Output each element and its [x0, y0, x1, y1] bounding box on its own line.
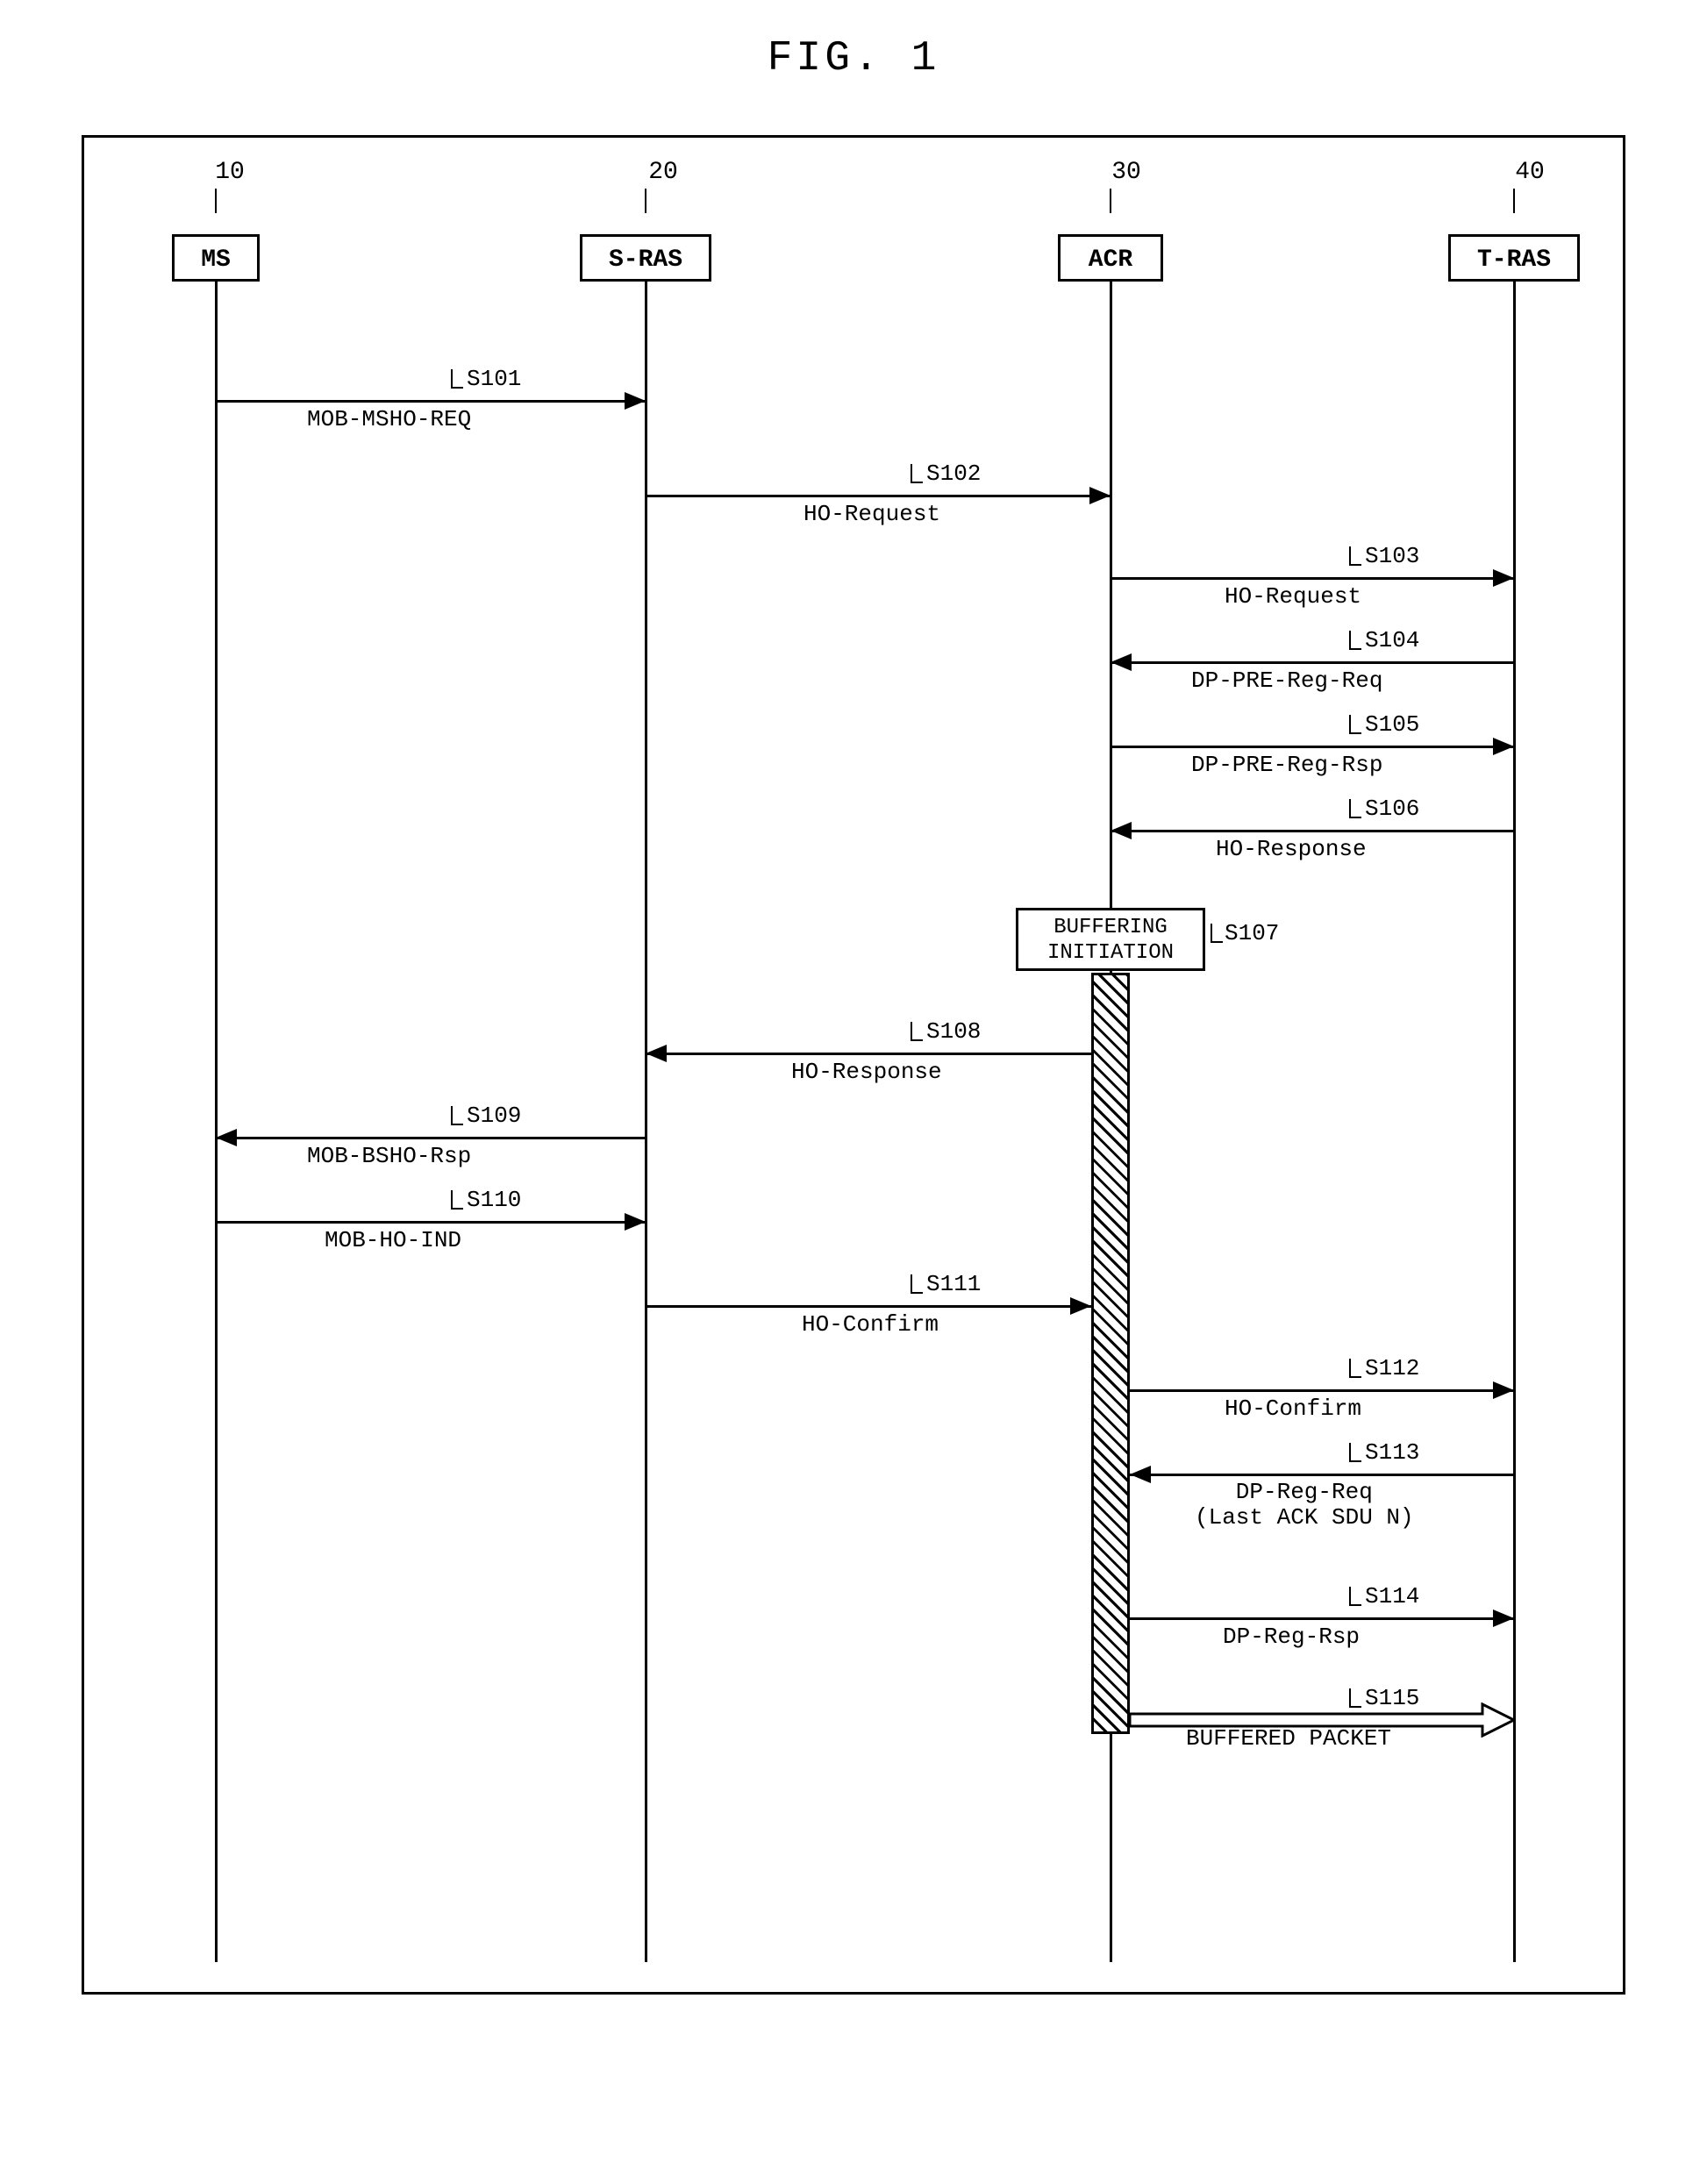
buffering-activation-bar	[1091, 973, 1130, 1734]
arrow-line-s105	[1111, 746, 1514, 748]
msg-label-s104: DP-PRE-Reg-Req	[1191, 667, 1382, 694]
step-label-s115: S115	[1365, 1685, 1419, 1711]
arrow-line-s109	[216, 1137, 646, 1139]
arrow-head-s109	[216, 1129, 237, 1146]
lifeline-sras	[645, 282, 647, 1962]
arrow-line-s101	[216, 400, 646, 403]
step-label-s113: S113	[1365, 1439, 1419, 1466]
msg-label-s110: MOB-HO-IND	[325, 1227, 461, 1253]
step-label-s111: S111	[926, 1271, 981, 1297]
hook-s115	[1349, 1688, 1361, 1708]
arrow-line-s103	[1111, 577, 1514, 580]
lifeline-header-ms: MS	[172, 234, 260, 282]
arrow-head-s111	[1070, 1297, 1091, 1315]
arrow-head-s106	[1111, 822, 1132, 839]
msg-label-s101: MOB-MSHO-REQ	[307, 406, 471, 432]
hook-s112	[1349, 1359, 1361, 1378]
msg-label-s106: HO-Response	[1216, 836, 1367, 862]
step-label-s101: S101	[467, 366, 521, 392]
arrow-head-s104	[1111, 653, 1132, 671]
sequence-diagram: 10 MS 20 S-RAS 30 ACR 40 T-RAS BUFFERINGINITIATI…	[82, 135, 1625, 1995]
hook-s103	[1349, 546, 1361, 566]
arrow-line-s112	[1130, 1389, 1514, 1392]
hook-s102	[911, 464, 923, 483]
arrow-line-s106	[1111, 830, 1514, 832]
hook-s104	[1349, 631, 1361, 650]
lifeline-number-sras: 20	[637, 159, 689, 186]
lifeline-tick-tras	[1513, 189, 1515, 213]
hook-s110	[451, 1190, 463, 1210]
lifeline-tick-sras	[645, 189, 646, 213]
step-label-s104: S104	[1365, 627, 1419, 653]
arrow-head-s105	[1493, 738, 1514, 755]
step-label-s112: S112	[1365, 1355, 1419, 1381]
lifeline-number-tras: 40	[1503, 159, 1556, 186]
msg-label-s108: HO-Response	[791, 1059, 942, 1085]
step-label-s102: S102	[926, 460, 981, 487]
hook-s114	[1349, 1587, 1361, 1606]
arrow-line-s104	[1111, 661, 1514, 664]
step-label-s107: S107	[1225, 920, 1279, 946]
step-label-s110: S110	[467, 1187, 521, 1213]
step-label-s103: S103	[1365, 543, 1419, 569]
lifeline-header-tras: T-RAS	[1448, 234, 1580, 282]
arrow-head-s113	[1130, 1466, 1151, 1483]
msg-label-s112: HO-Confirm	[1225, 1395, 1361, 1422]
hook-s107	[1211, 924, 1223, 943]
msg-label-s102: HO-Request	[804, 501, 940, 527]
msg-label-s109: MOB-BSHO-Rsp	[307, 1143, 471, 1169]
hook-s109	[451, 1106, 463, 1125]
hook-s108	[911, 1022, 923, 1041]
arrow-head-s112	[1493, 1381, 1514, 1399]
msg-label-s105: DP-PRE-Reg-Rsp	[1191, 752, 1382, 778]
arrow-head-s114	[1493, 1609, 1514, 1627]
arrow-line-s113	[1130, 1474, 1514, 1476]
lifeline-header-sras: S-RAS	[580, 234, 711, 282]
step-label-s108: S108	[926, 1018, 981, 1045]
step-label-s105: S105	[1365, 711, 1419, 738]
step-label-s106: S106	[1365, 796, 1419, 822]
arrow-head-s102	[1089, 487, 1111, 504]
hook-s101	[451, 369, 463, 389]
buffering-initiation-box: BUFFERINGINITIATION	[1016, 908, 1205, 971]
arrow-line-s114	[1130, 1617, 1514, 1620]
msg-label-s115: BUFFERED PACKET	[1186, 1725, 1391, 1752]
arrow-head-s103	[1493, 569, 1514, 587]
step-label-s114: S114	[1365, 1583, 1419, 1609]
lifeline-number-ms: 10	[204, 159, 256, 186]
figure-title: FIG. 1	[35, 35, 1672, 82]
arrow-head-s110	[625, 1213, 646, 1231]
hook-s105	[1349, 715, 1361, 734]
arrow-line-s110	[216, 1221, 646, 1224]
arrow-line-s102	[646, 495, 1111, 497]
step-label-s109: S109	[467, 1103, 521, 1129]
arrow-line-s108	[646, 1053, 1091, 1055]
msg-label-s113: DP-Reg-Req(Last ACK SDU N)	[1195, 1480, 1414, 1530]
msg-label-s111: HO-Confirm	[802, 1311, 939, 1338]
lifeline-header-acr: ACR	[1058, 234, 1163, 282]
hook-s106	[1349, 799, 1361, 818]
lifeline-tick-acr	[1110, 189, 1111, 213]
msg-label-s114: DP-Reg-Rsp	[1223, 1624, 1360, 1650]
arrow-head-s101	[625, 392, 646, 410]
msg-label-s103: HO-Request	[1225, 583, 1361, 610]
lifeline-ms	[215, 282, 218, 1962]
arrow-head-s108	[646, 1045, 667, 1062]
hook-s113	[1349, 1443, 1361, 1462]
lifeline-tick-ms	[215, 189, 217, 213]
hook-s111	[911, 1274, 923, 1294]
arrow-line-s111	[646, 1305, 1091, 1308]
lifeline-number-acr: 30	[1100, 159, 1153, 186]
